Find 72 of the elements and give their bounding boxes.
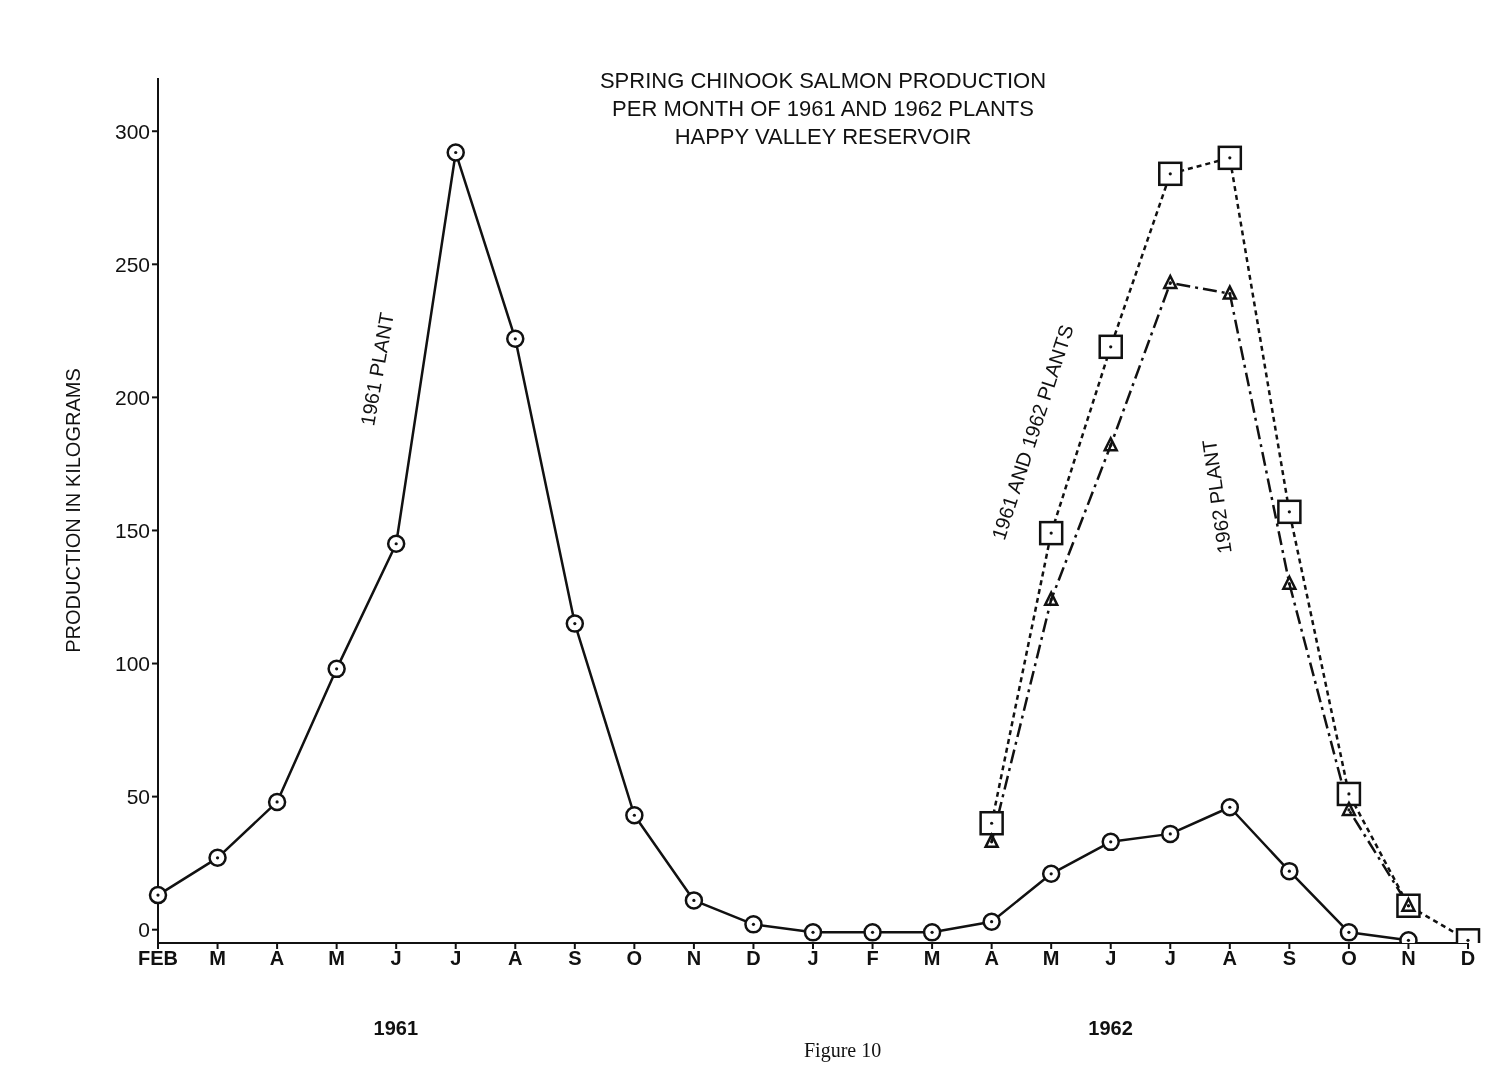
y-tick-label: 200 (114, 385, 150, 409)
text: 1961 PLANT (356, 310, 398, 428)
y-tick-label: 0 (138, 918, 150, 942)
point (327, 659, 346, 679)
point (1339, 923, 1359, 942)
x-tick-label: O (1341, 947, 1357, 970)
x-tick-label: M (328, 947, 345, 970)
point (1222, 285, 1238, 300)
point (1277, 499, 1302, 525)
point (803, 923, 823, 942)
y-tick-label: 250 (114, 252, 150, 276)
point (684, 891, 704, 910)
y-tick-label: 150 (114, 518, 150, 542)
x-tick-label: O (626, 947, 643, 970)
point (148, 885, 168, 905)
point (1163, 274, 1178, 290)
point (1217, 145, 1243, 171)
point (506, 329, 525, 349)
point (1043, 591, 1059, 606)
point (1098, 334, 1123, 360)
text: 1961 (373, 1017, 419, 1039)
x-tick-label: F (866, 947, 879, 970)
point (386, 534, 406, 554)
x-tick-label: J (1164, 947, 1176, 970)
x-tick-label: N (686, 947, 702, 970)
point (1103, 437, 1118, 452)
y-tick-label: 50 (126, 785, 150, 809)
point (267, 792, 287, 812)
point (1041, 864, 1061, 884)
point (984, 833, 999, 849)
x-tick-label: D (746, 947, 761, 970)
point (1038, 520, 1064, 546)
point (565, 614, 585, 633)
caption: Figure 10 (803, 1039, 882, 1062)
point (1341, 801, 1357, 817)
y-axis-title: PRODUCTION IN KILOGRAMS (62, 368, 85, 653)
x-tick-label: J (807, 947, 819, 970)
y-tick-label: 300 (114, 119, 150, 143)
x-tick-label: FEB (138, 947, 178, 970)
x-tick-label: D (1460, 947, 1476, 970)
x-tick-label: A (1222, 947, 1238, 970)
point (979, 810, 1004, 836)
point (1101, 832, 1120, 852)
point (744, 915, 763, 934)
point (208, 848, 227, 868)
x-tick-label: M (1042, 947, 1060, 970)
y-tick-label: 100 (114, 651, 150, 675)
x-tick-label: J (390, 947, 402, 970)
x-tick-label: A (269, 947, 285, 970)
x-tick-label: M (209, 947, 226, 970)
point (1161, 824, 1180, 844)
point (446, 143, 465, 162)
text: 1962 PLANT (1197, 438, 1236, 555)
x-tick-label: S (1282, 947, 1297, 970)
x-tick-label: J (1105, 947, 1117, 970)
text: 1962 (1088, 1017, 1133, 1039)
point (1158, 161, 1183, 187)
x-tick-label: J (450, 947, 462, 970)
point (982, 912, 1001, 931)
x-tick-label: N (1401, 947, 1416, 970)
x-tick-label: M (923, 947, 941, 970)
point (1336, 781, 1362, 807)
point (1220, 798, 1240, 817)
x-tick-label: A (508, 947, 523, 970)
point (1282, 575, 1297, 590)
point (625, 806, 644, 825)
text: SPRING CHINOOK SALMON PRODUCTION PER MONTH OF 1961 AND 1962 PLANTS HAPPY VALLEY RESERVOIR (599, 68, 1047, 149)
point (922, 923, 942, 942)
x-tick-label: A (984, 947, 999, 970)
point (863, 923, 882, 942)
x-tick-label: S (568, 947, 582, 970)
point (1280, 861, 1299, 881)
